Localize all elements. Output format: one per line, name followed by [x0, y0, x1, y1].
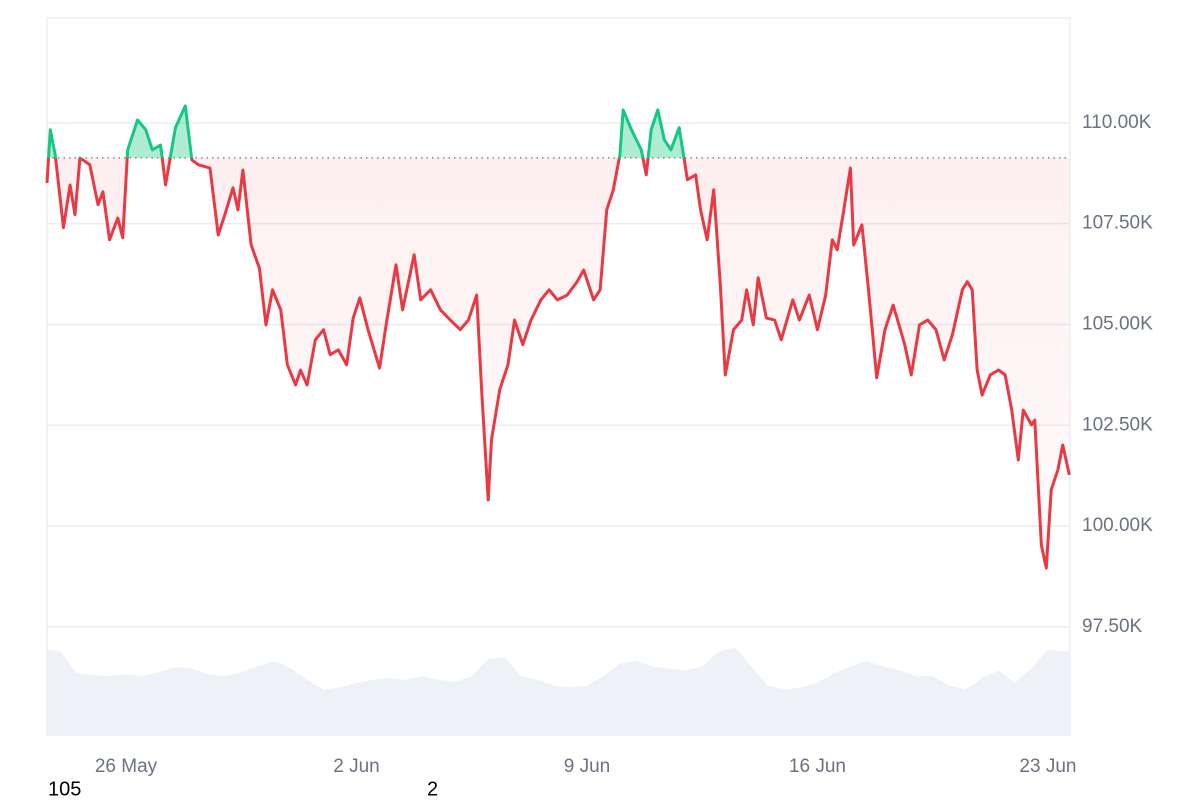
x-tick-label: 16 Jun — [789, 756, 846, 777]
x-tick-label: 26 May — [95, 756, 158, 777]
annotation: 105 — [48, 778, 81, 800]
annotation: 2 — [427, 778, 438, 800]
y-tick-label: 100.00K — [1082, 515, 1153, 536]
volume-area — [47, 647, 1070, 735]
y-tick-label: 102.50K — [1082, 414, 1153, 435]
y-tick-label: 97.50K — [1082, 616, 1143, 637]
x-tick-label: 23 Jun — [1019, 756, 1076, 777]
x-tick-label: 2 Jun — [333, 756, 379, 777]
y-tick-label: 110.00K — [1082, 112, 1152, 133]
y-tick-label: 107.50K — [1082, 213, 1153, 234]
x-tick-label: 9 Jun — [564, 756, 610, 777]
baseline-fill — [47, 105, 1070, 569]
price-line — [45, 104, 1071, 570]
y-tick-label: 105.00K — [1082, 313, 1153, 334]
